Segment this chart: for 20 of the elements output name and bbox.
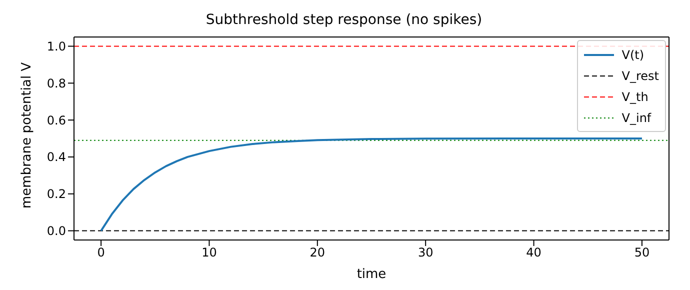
chart-title: Subthreshold step response (no spikes): [204, 12, 484, 28]
y-tick-label: 0.2: [46, 187, 66, 202]
legend-label: V_th: [622, 90, 648, 104]
y-tick-label: 0.0: [46, 224, 66, 238]
y-tick-label: 0.8: [46, 76, 66, 90]
x-tick-label: 10: [202, 246, 217, 260]
x-tick-label: 50: [634, 246, 650, 260]
y-axis-title: membrane potential V: [20, 62, 35, 208]
x-tick-label: 20: [310, 246, 326, 260]
x-tick-label: 30: [418, 246, 434, 260]
x-tick-label: 40: [526, 246, 542, 260]
x-axis-title: time: [356, 267, 386, 282]
y-tick-label: 0.6: [46, 113, 66, 128]
legend-label: V(t): [622, 48, 644, 62]
y-tick-label: 1.0: [46, 39, 66, 54]
y-tick-label: 0.4: [46, 150, 66, 164]
x-tick-label: 0: [97, 246, 105, 260]
legend-label: V_inf: [622, 110, 652, 124]
line-series: [100, 138, 643, 232]
legend-label: V_rest: [622, 68, 659, 82]
